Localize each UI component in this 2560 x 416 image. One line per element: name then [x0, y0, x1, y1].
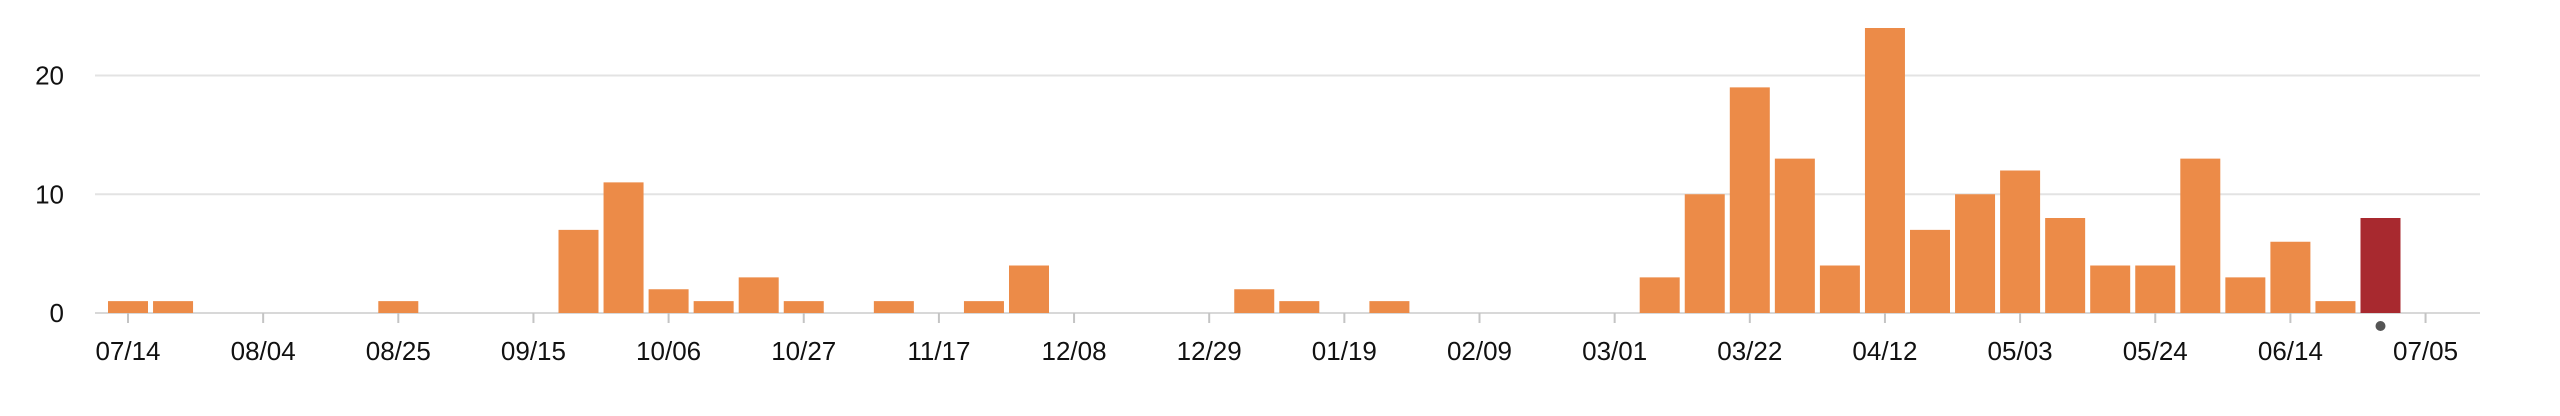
bar[interactable] — [1279, 301, 1320, 313]
bar[interactable] — [2315, 301, 2356, 313]
bar[interactable] — [1729, 87, 1770, 313]
bar[interactable] — [378, 301, 419, 313]
bar[interactable] — [1369, 301, 1410, 313]
bar[interactable] — [1639, 277, 1680, 313]
bar[interactable] — [648, 289, 689, 313]
x-tick-label: 07/14 — [95, 336, 160, 366]
bar[interactable] — [2000, 170, 2041, 314]
x-tick-label: 05/24 — [2123, 336, 2188, 366]
bar[interactable] — [2225, 277, 2266, 313]
x-tick-label: 05/03 — [1988, 336, 2053, 366]
x-tick-label: 12/29 — [1177, 336, 1242, 366]
bar[interactable] — [1009, 265, 1049, 314]
bar[interactable] — [963, 301, 1004, 313]
bar[interactable] — [2135, 265, 2176, 314]
x-tick-label: 07/05 — [2393, 336, 2458, 366]
x-tick-label: 10/06 — [636, 336, 701, 366]
bar[interactable] — [2180, 158, 2221, 313]
bar[interactable] — [153, 301, 194, 313]
current-week-marker — [2375, 321, 2386, 331]
x-tick-label: 10/27 — [771, 336, 836, 366]
bar-current-week[interactable] — [2360, 218, 2401, 313]
x-tick-label: 03/22 — [1717, 336, 1782, 366]
x-tick-label: 02/09 — [1447, 336, 1512, 366]
y-tick-label: 10 — [35, 179, 64, 209]
bar[interactable] — [558, 229, 599, 313]
bar[interactable] — [738, 277, 779, 313]
bar[interactable] — [873, 301, 914, 313]
x-tick-label: 08/25 — [366, 336, 431, 366]
bar[interactable] — [1234, 289, 1275, 313]
bar[interactable] — [783, 301, 824, 313]
bar[interactable] — [2270, 241, 2311, 313]
bar[interactable] — [693, 301, 734, 313]
bar[interactable] — [2045, 218, 2086, 313]
x-tick-label: 01/19 — [1312, 336, 1377, 366]
bar[interactable] — [108, 301, 148, 313]
y-tick-label: 20 — [35, 61, 64, 91]
x-tick-label: 04/12 — [1852, 336, 1917, 366]
bar[interactable] — [1955, 194, 1996, 313]
bar[interactable] — [1910, 229, 1950, 313]
x-tick-label: 09/15 — [501, 336, 566, 366]
x-tick-label: 06/14 — [2258, 336, 2323, 366]
bar[interactable] — [1774, 158, 1815, 313]
x-tick-label: 08/04 — [231, 336, 296, 366]
x-tick-label: 03/01 — [1582, 336, 1647, 366]
x-tick-label: 11/17 — [907, 336, 970, 366]
bar[interactable] — [1819, 265, 1860, 314]
bar[interactable] — [603, 182, 644, 313]
bar[interactable] — [2090, 265, 2131, 314]
y-tick-label: 0 — [50, 298, 64, 328]
bar[interactable] — [1864, 28, 1905, 313]
x-tick-label: 12/08 — [1042, 336, 1107, 366]
bar[interactable] — [1684, 194, 1725, 313]
